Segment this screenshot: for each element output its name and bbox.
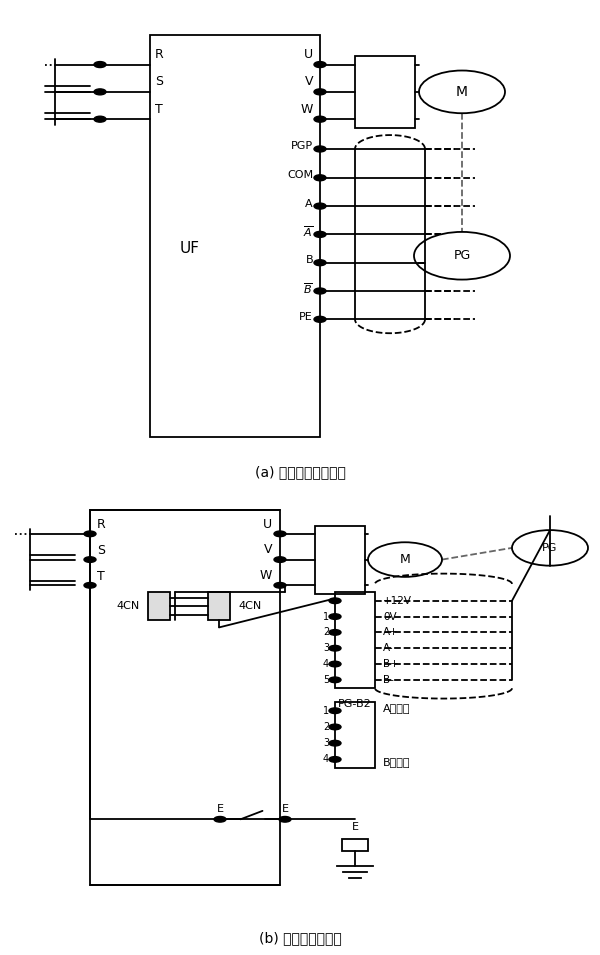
Text: B: B xyxy=(305,255,313,265)
Circle shape xyxy=(84,583,96,588)
Text: +12V: +12V xyxy=(383,596,412,605)
Circle shape xyxy=(329,740,341,746)
Text: W: W xyxy=(260,569,272,582)
Text: PG-B2: PG-B2 xyxy=(338,698,372,709)
Text: R: R xyxy=(97,518,106,531)
Text: M: M xyxy=(456,85,468,99)
Text: W: W xyxy=(301,103,313,116)
Circle shape xyxy=(329,708,341,713)
Text: PG: PG xyxy=(542,542,557,553)
Bar xyxy=(208,592,230,621)
Circle shape xyxy=(314,288,326,294)
Text: 0V: 0V xyxy=(383,611,397,622)
Circle shape xyxy=(84,557,96,562)
Text: B+: B+ xyxy=(383,659,399,669)
Circle shape xyxy=(329,598,341,604)
Text: V: V xyxy=(263,543,272,557)
Text: 1: 1 xyxy=(323,611,329,622)
Text: V: V xyxy=(305,75,313,89)
Text: U: U xyxy=(304,48,313,61)
Text: $\overline{B}$: $\overline{B}$ xyxy=(304,281,313,296)
Text: E: E xyxy=(217,804,224,814)
Text: 2: 2 xyxy=(323,722,329,732)
Bar xyxy=(150,34,320,437)
Text: E: E xyxy=(352,822,359,832)
Circle shape xyxy=(329,677,341,683)
Text: B-: B- xyxy=(383,675,394,685)
Circle shape xyxy=(329,646,341,651)
Circle shape xyxy=(274,557,286,562)
Circle shape xyxy=(274,531,286,537)
Text: T: T xyxy=(155,103,163,116)
Bar xyxy=(335,702,375,768)
Text: E: E xyxy=(281,804,289,814)
Circle shape xyxy=(279,817,291,822)
Text: COM: COM xyxy=(287,170,313,180)
Circle shape xyxy=(314,316,326,322)
Text: 5: 5 xyxy=(323,675,329,685)
Circle shape xyxy=(94,61,106,68)
Circle shape xyxy=(329,629,341,635)
Bar xyxy=(335,592,375,689)
Text: A相脉冲: A相脉冲 xyxy=(383,704,410,713)
Circle shape xyxy=(314,175,326,180)
Circle shape xyxy=(329,756,341,762)
Text: B相脉冲: B相脉冲 xyxy=(383,756,410,767)
Text: A-: A- xyxy=(383,644,394,653)
Bar xyxy=(342,838,368,851)
Text: A: A xyxy=(305,199,313,208)
Text: R: R xyxy=(155,48,164,61)
Text: 3: 3 xyxy=(323,738,329,748)
Text: 3: 3 xyxy=(323,644,329,653)
Circle shape xyxy=(94,89,106,95)
Circle shape xyxy=(94,117,106,122)
Circle shape xyxy=(329,724,341,730)
Circle shape xyxy=(329,661,341,667)
Text: PGP: PGP xyxy=(291,141,313,152)
Circle shape xyxy=(314,231,326,238)
Circle shape xyxy=(214,817,226,822)
Text: S: S xyxy=(155,75,163,89)
Text: 2: 2 xyxy=(323,627,329,637)
Text: T: T xyxy=(97,569,105,583)
Circle shape xyxy=(274,583,286,588)
Text: A+: A+ xyxy=(383,627,399,637)
Circle shape xyxy=(314,117,326,122)
Circle shape xyxy=(314,61,326,68)
Circle shape xyxy=(329,614,341,620)
Bar xyxy=(90,510,280,884)
Text: U: U xyxy=(263,518,272,531)
Circle shape xyxy=(314,146,326,152)
Text: 4: 4 xyxy=(323,754,329,764)
Text: 4CN: 4CN xyxy=(238,602,261,611)
Bar xyxy=(315,525,365,593)
Bar xyxy=(355,55,415,128)
Text: (b) 通过控制卡连接: (b) 通过控制卡连接 xyxy=(259,932,341,945)
Bar xyxy=(148,592,170,621)
Text: (a) 与变频器直接连接: (a) 与变频器直接连接 xyxy=(254,465,346,478)
Text: UF: UF xyxy=(180,241,200,256)
Circle shape xyxy=(314,89,326,95)
Text: M: M xyxy=(400,553,410,566)
Text: S: S xyxy=(97,543,105,557)
Circle shape xyxy=(84,531,96,537)
Text: $\overline{A}$: $\overline{A}$ xyxy=(303,224,313,240)
Circle shape xyxy=(314,260,326,265)
Text: PG: PG xyxy=(454,249,470,263)
Text: PE: PE xyxy=(299,312,313,322)
Text: 4CN: 4CN xyxy=(117,602,140,611)
Text: 4: 4 xyxy=(323,659,329,669)
Text: 1: 1 xyxy=(323,706,329,715)
Circle shape xyxy=(314,203,326,209)
